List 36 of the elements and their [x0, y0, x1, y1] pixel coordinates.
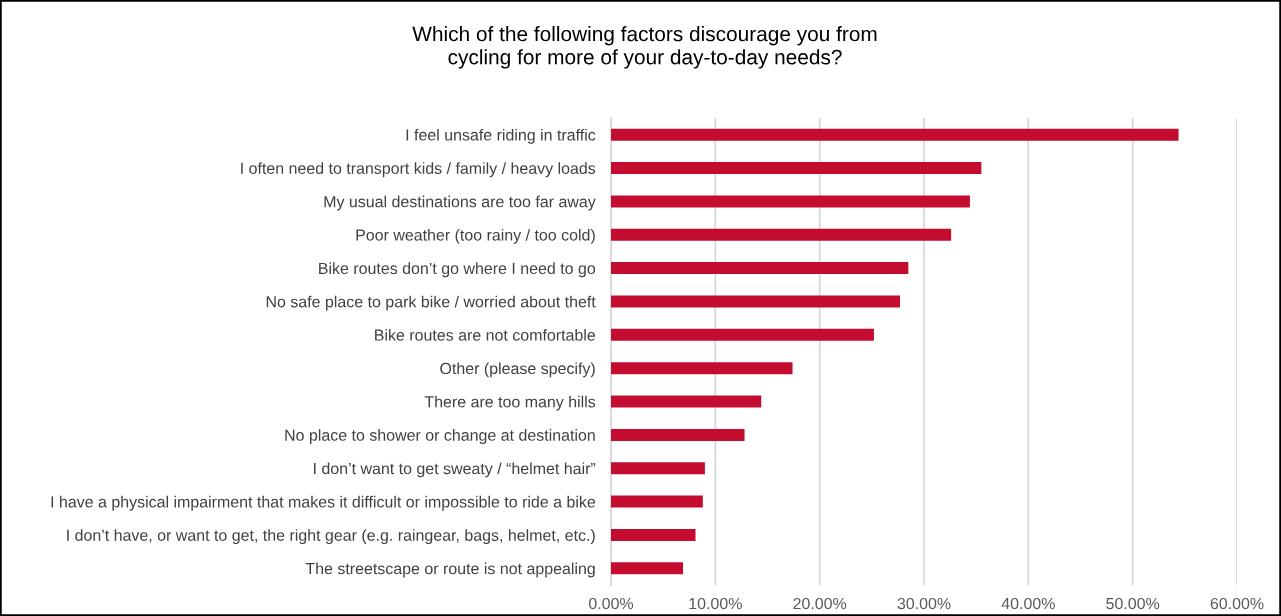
y-tick-label: There are too many hills	[424, 395, 596, 411]
y-tick-label: I often need to transport kids / family / heavy loads	[241, 162, 596, 178]
y-tick-label: I feel unsafe riding in traffic	[406, 128, 596, 144]
bar	[611, 195, 970, 208]
y-tick-label: Other (please specify)	[440, 362, 595, 378]
bar	[611, 495, 703, 508]
bar	[611, 428, 745, 441]
y-tick-label: I have a physical impairment that makes it difficult or impossible to ride a bike	[51, 495, 596, 511]
bar	[611, 262, 909, 275]
bar	[611, 528, 696, 541]
y-tick-label: No place to shower or change at destination	[285, 429, 595, 444]
bar	[611, 462, 705, 475]
x-tick-label: 40.00%	[1001, 597, 1055, 610]
y-tick-label: The streetscape or route is not appealing	[305, 562, 595, 578]
x-tick-label: 60.00%	[1210, 597, 1264, 610]
x-tick-label: 20.00%	[793, 597, 847, 610]
x-tick-label: 50.00%	[1106, 597, 1160, 610]
y-tick-label: No safe place to park bike / worried about theft	[266, 295, 596, 311]
bar	[611, 128, 1179, 141]
y-tick-label: I don’t want to get sweaty / “helmet hair”	[314, 462, 596, 478]
y-tick-label: Poor weather (too rainy / too cold)	[356, 228, 595, 244]
x-tick-label: 10.00%	[689, 597, 742, 610]
bar	[611, 362, 793, 375]
chart-title: Which of the following factors discourage you from cycling for more of your day-to-day needs?	[412, 26, 877, 69]
bar	[611, 162, 982, 175]
bar	[611, 228, 952, 241]
bar	[611, 395, 762, 408]
y-tick-label: Bike routes don’t go where I need to go	[319, 262, 596, 278]
bar	[611, 328, 874, 341]
y-tick-label: Bike routes are not comfortable	[375, 329, 596, 341]
y-tick-label: My usual destinations are too far away	[324, 195, 596, 211]
bar	[611, 295, 900, 308]
y-tick-label: I don’t have, or want to get, the right gear (e.g. raingear, bags, helmet, etc.)	[67, 529, 595, 545]
bar	[611, 562, 683, 575]
x-tick-label: 0.00%	[588, 597, 634, 610]
x-tick-label: 30.00%	[897, 597, 951, 610]
